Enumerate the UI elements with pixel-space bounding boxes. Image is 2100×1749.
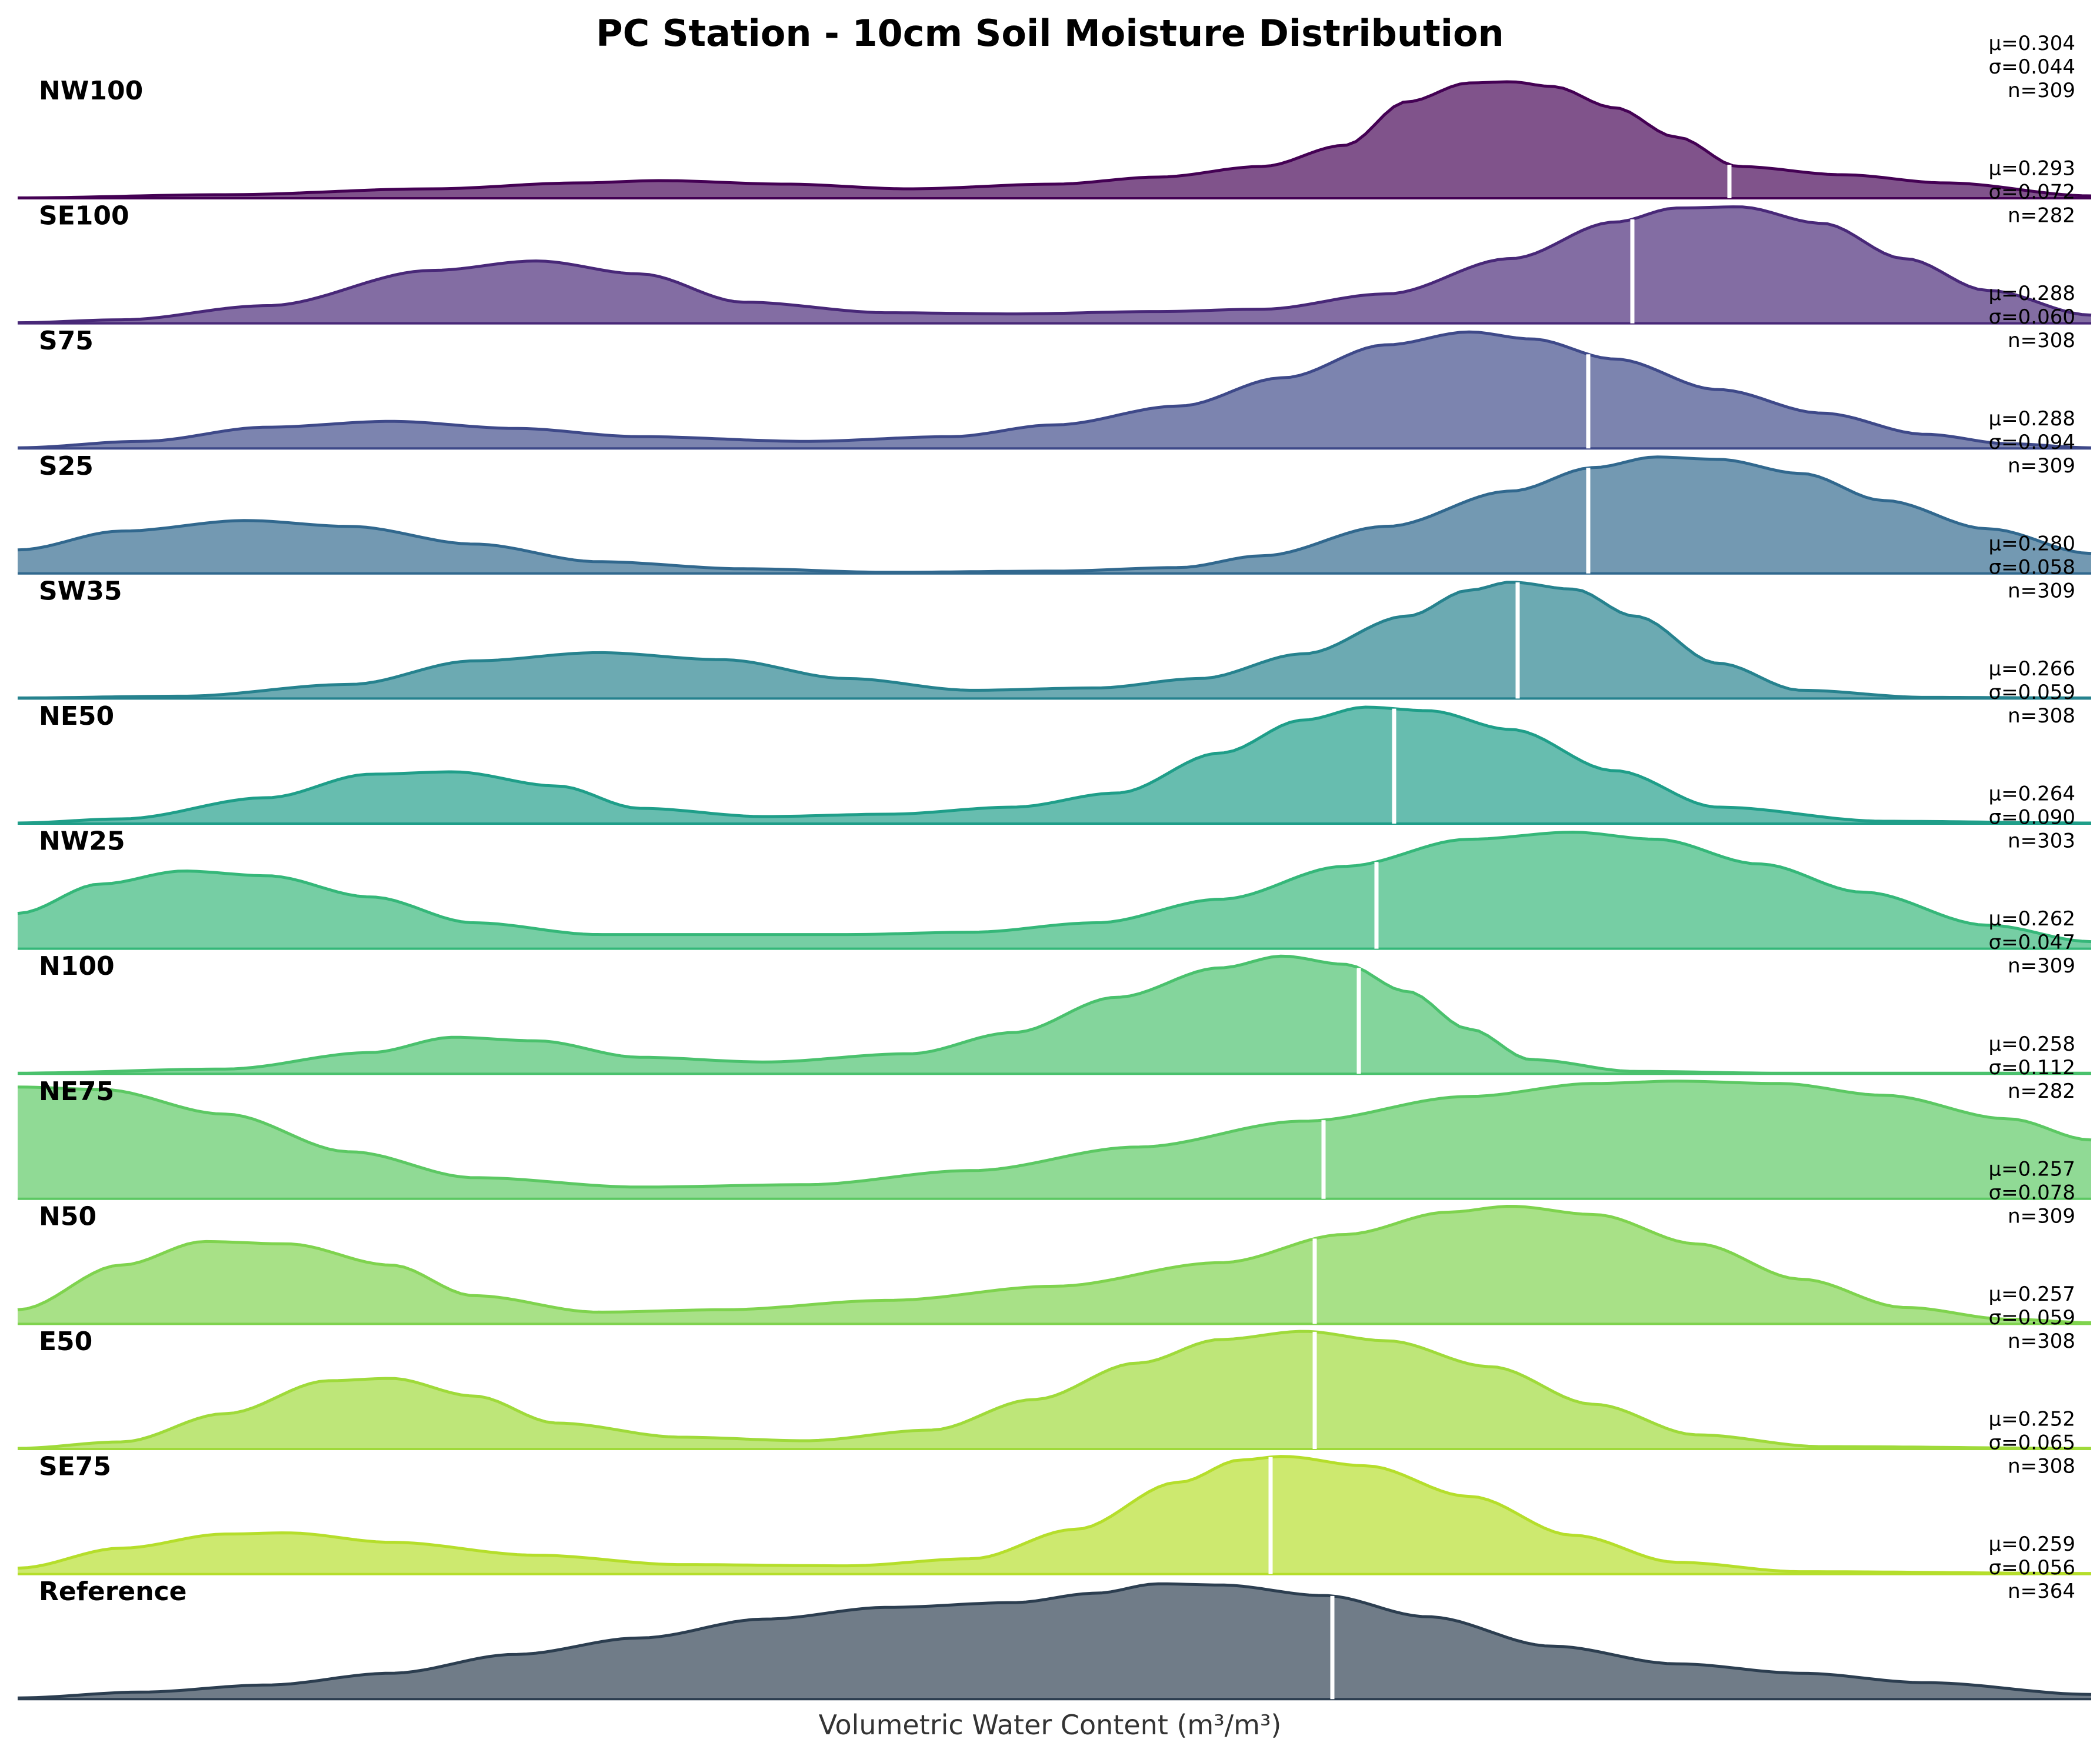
density-area bbox=[18, 206, 2091, 324]
density-line bbox=[18, 80, 2092, 199]
row-label: NW25 bbox=[39, 827, 125, 857]
stat-mean: μ=0.304 bbox=[1989, 32, 2075, 55]
density-line bbox=[17, 1455, 2091, 1575]
stat-mean: μ=0.259 bbox=[1989, 1533, 2075, 1556]
stat-std: σ=0.059 bbox=[1989, 1306, 2075, 1330]
row-label: NW100 bbox=[39, 76, 143, 106]
stat-std: σ=0.056 bbox=[1989, 1556, 2075, 1580]
stat-mean: μ=0.257 bbox=[1989, 1157, 2075, 1181]
row-label: S75 bbox=[39, 326, 94, 356]
density-area bbox=[18, 956, 2091, 1074]
row-label: E50 bbox=[39, 1327, 92, 1357]
row-label: Reference bbox=[39, 1577, 187, 1607]
stat-std: σ=0.090 bbox=[1989, 806, 2075, 829]
density-line bbox=[17, 330, 2092, 449]
stat-n: n=309 bbox=[2008, 79, 2075, 102]
density-area bbox=[18, 332, 2091, 449]
density-line bbox=[18, 581, 2091, 699]
stat-n: n=308 bbox=[2008, 1455, 2075, 1478]
density-line bbox=[17, 1204, 2092, 1324]
row-label: NE50 bbox=[39, 701, 114, 731]
row-label: N50 bbox=[39, 1201, 96, 1231]
stat-std: σ=0.060 bbox=[1989, 305, 2075, 329]
density-area bbox=[18, 1206, 2091, 1324]
density-line bbox=[17, 205, 2092, 325]
stat-std: σ=0.065 bbox=[1989, 1431, 2075, 1455]
density-line bbox=[17, 831, 2092, 944]
row-label: N100 bbox=[39, 951, 115, 981]
stat-std: σ=0.059 bbox=[1989, 681, 2075, 704]
stat-std: σ=0.078 bbox=[1989, 1181, 2075, 1204]
density-area bbox=[18, 582, 2091, 699]
density-line bbox=[17, 455, 2092, 574]
density-line bbox=[17, 1330, 2091, 1450]
stat-std: σ=0.094 bbox=[1989, 431, 2075, 454]
row-label: NE75 bbox=[39, 1077, 114, 1107]
density-area bbox=[18, 707, 2091, 824]
stat-mean: μ=0.266 bbox=[1989, 657, 2075, 681]
stat-n: n=308 bbox=[2008, 704, 2075, 728]
stat-mean: μ=0.293 bbox=[1989, 157, 2075, 181]
x-axis-label: Volumetric Water Content (m³/m³) bbox=[819, 1709, 1282, 1741]
stat-mean: μ=0.288 bbox=[1989, 407, 2075, 431]
density-area bbox=[18, 1456, 2091, 1574]
stat-n: n=303 bbox=[2008, 829, 2075, 853]
row-label: SE100 bbox=[39, 201, 129, 231]
stat-n: n=308 bbox=[2008, 1330, 2075, 1353]
stat-std: σ=0.058 bbox=[1989, 555, 2075, 579]
row-label: SE75 bbox=[39, 1452, 111, 1482]
stat-n: n=282 bbox=[2008, 1080, 2075, 1103]
stat-mean: μ=0.288 bbox=[1989, 282, 2075, 305]
stat-std: σ=0.047 bbox=[1989, 931, 2075, 954]
chart-title: PC Station - 10cm Soil Moisture Distribu… bbox=[596, 12, 1504, 55]
ridges-group: NW100μ=0.304σ=0.044n=309SE100μ=0.293σ=0.… bbox=[17, 32, 2092, 1701]
stat-n: n=308 bbox=[2008, 329, 2075, 352]
stat-std: σ=0.112 bbox=[1989, 1056, 2075, 1080]
density-area bbox=[18, 82, 2091, 198]
density-area bbox=[18, 1584, 2091, 1700]
density-area bbox=[18, 1331, 2091, 1449]
density-line bbox=[17, 1080, 2092, 1189]
density-area bbox=[18, 832, 2091, 949]
stat-mean: μ=0.264 bbox=[1989, 782, 2075, 806]
stat-n: n=309 bbox=[2008, 954, 2075, 978]
stat-n: n=282 bbox=[2008, 204, 2075, 228]
stat-n: n=309 bbox=[2008, 579, 2075, 602]
stat-std: σ=0.044 bbox=[1989, 55, 2075, 79]
density-line bbox=[17, 705, 2091, 825]
stat-n: n=309 bbox=[2008, 1204, 2075, 1228]
density-area bbox=[18, 1081, 2091, 1199]
stat-mean: μ=0.252 bbox=[1989, 1408, 2075, 1431]
stat-n: n=309 bbox=[2008, 454, 2075, 478]
stat-n: n=364 bbox=[2008, 1580, 2075, 1603]
stat-std: σ=0.072 bbox=[1989, 181, 2075, 204]
stat-mean: μ=0.257 bbox=[1989, 1282, 2075, 1306]
row-label: S25 bbox=[39, 451, 94, 481]
stat-mean: μ=0.258 bbox=[1989, 1032, 2075, 1056]
density-area bbox=[18, 457, 2091, 574]
stat-mean: μ=0.262 bbox=[1989, 907, 2075, 931]
row-label: SW35 bbox=[39, 576, 122, 606]
density-line bbox=[17, 1582, 2092, 1700]
stat-mean: μ=0.280 bbox=[1989, 532, 2075, 555]
